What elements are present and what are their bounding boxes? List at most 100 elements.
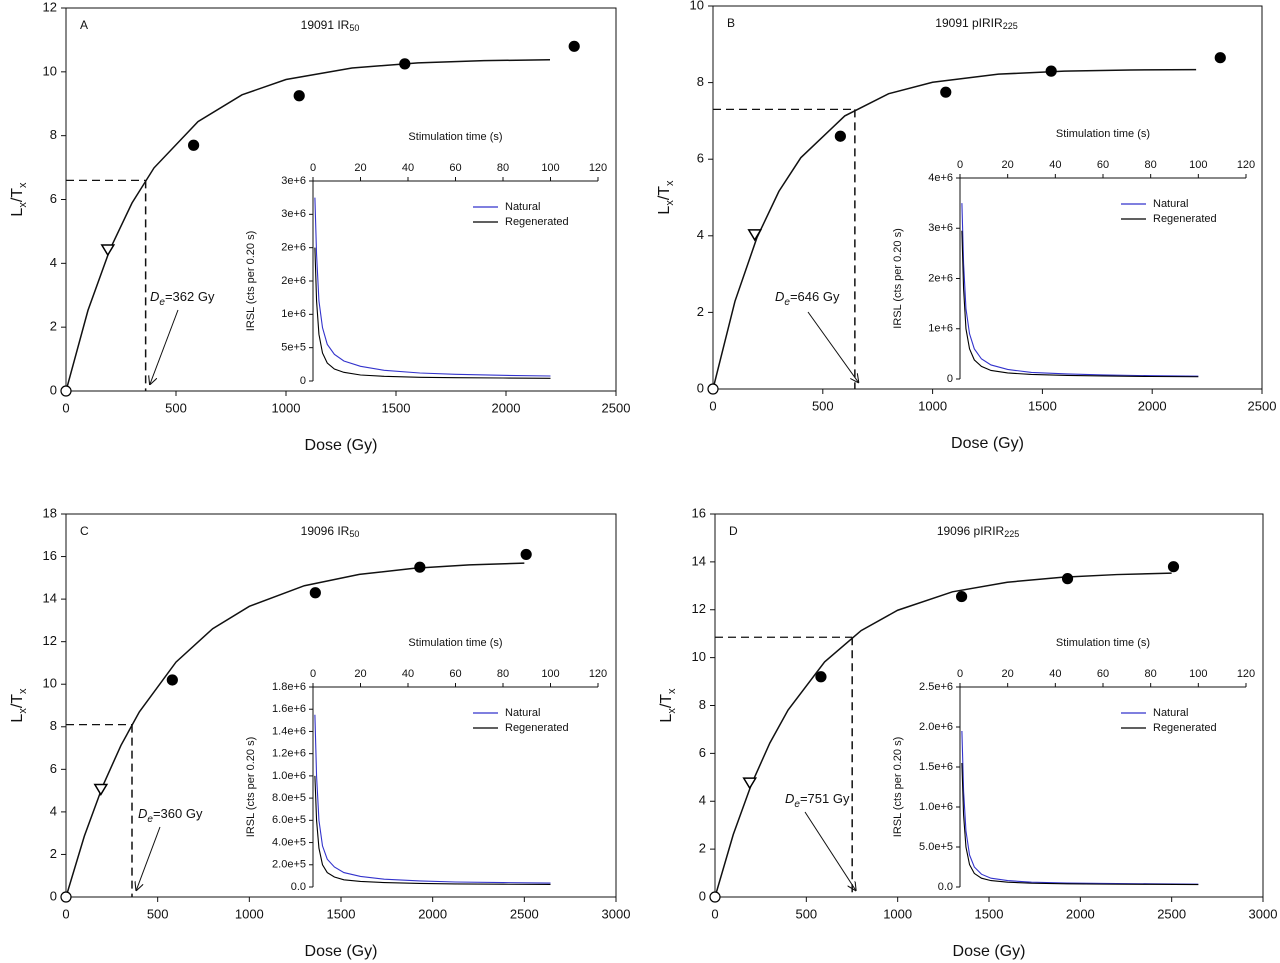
inset-y-tick-label: 3e+6 bbox=[281, 208, 306, 220]
panel-letter: D bbox=[729, 524, 738, 538]
de-arrow bbox=[804, 811, 856, 891]
inset-x-tick-label: 120 bbox=[1237, 668, 1255, 680]
x-tick-label: 1500 bbox=[975, 906, 1004, 921]
y-tick-label: 12 bbox=[692, 601, 706, 616]
y-axis-label-part: L bbox=[658, 714, 675, 723]
x-tick-label: 0 bbox=[709, 398, 716, 413]
inset-x-tick-label: 60 bbox=[449, 162, 461, 174]
panel-title: 19096 pIRIR225 bbox=[937, 524, 1019, 539]
inset-y-tick-label: 2e+6 bbox=[928, 272, 953, 284]
legend-label: Regenerated bbox=[1153, 213, 1217, 225]
y-tick-label: 16 bbox=[692, 505, 706, 520]
y-tick-label: 18 bbox=[43, 505, 57, 520]
y-tick-label: 2 bbox=[699, 841, 706, 856]
inset-y-tick-label: 1.8e+6 bbox=[272, 681, 306, 693]
y-tick-label: 8 bbox=[50, 127, 57, 142]
panel-title-sub: 225 bbox=[1003, 21, 1018, 31]
inset-x-tick-label: 100 bbox=[541, 162, 559, 174]
x-tick-label: 500 bbox=[165, 400, 187, 415]
signal-curve bbox=[961, 730, 1199, 885]
x-tick-label: 0 bbox=[711, 906, 718, 921]
panel-title-text: 19091 pIRIR bbox=[935, 16, 1003, 30]
inset-y-tick-label: 2.0e+6 bbox=[919, 721, 953, 733]
inset-y-tick-label: 2e+6 bbox=[281, 242, 306, 254]
y-axis-label-part: x bbox=[17, 708, 29, 714]
x-tick-label: 500 bbox=[147, 906, 169, 921]
y-tick-label: 16 bbox=[43, 548, 57, 563]
natural-point bbox=[93, 783, 109, 796]
y-axis-label-part: x bbox=[664, 200, 676, 206]
natural-point bbox=[747, 229, 763, 242]
y-tick-label: 14 bbox=[692, 553, 706, 568]
inset-y-tick-label: 1.5e+6 bbox=[919, 761, 953, 773]
inset-x-tick-label: 20 bbox=[1002, 159, 1014, 171]
y-axis-label: Lx/Tx bbox=[658, 688, 678, 723]
de-arrow bbox=[136, 826, 161, 891]
y-tick-label: 6 bbox=[697, 151, 704, 166]
inset-y-tick-label: 8.0e+5 bbox=[272, 792, 306, 804]
inset-x-axis-label: Stimulation time (s) bbox=[1056, 637, 1150, 649]
y-tick-label: 10 bbox=[43, 63, 57, 78]
inset-y-tick-label: 4e+6 bbox=[928, 172, 953, 184]
x-tick-label: 1000 bbox=[235, 906, 264, 921]
de-label: De=646 Gy bbox=[775, 289, 840, 307]
de-text: =751 Gy bbox=[800, 791, 850, 806]
y-axis-label-part: x bbox=[666, 688, 678, 694]
panel-title-sub: 225 bbox=[1004, 529, 1019, 539]
x-tick-label: 0 bbox=[62, 400, 69, 415]
legend-label: Regenerated bbox=[505, 722, 569, 734]
inset-y-tick-label: 0 bbox=[300, 375, 306, 387]
de-label: De=751 Gy bbox=[785, 791, 850, 809]
panel-title: 19091 pIRIR225 bbox=[935, 16, 1017, 31]
inset-x-tick-label: 40 bbox=[402, 162, 414, 174]
x-axis-label: Dose (Gy) bbox=[305, 437, 378, 454]
inset-x-tick-label: 40 bbox=[402, 668, 414, 680]
regenerated-point bbox=[309, 587, 321, 599]
plot-frame bbox=[712, 5, 1263, 390]
y-axis-label-part: /T bbox=[9, 188, 26, 202]
y-axis-label-part: x bbox=[666, 708, 678, 714]
inset-y-tick-label: 2.0e+5 bbox=[272, 859, 306, 871]
panel-title-text: 19096 pIRIR bbox=[937, 524, 1005, 538]
inset-y-tick-label: 6.0e+5 bbox=[272, 814, 306, 826]
x-axis-label: Dose (Gy) bbox=[953, 943, 1026, 960]
zero-point bbox=[707, 383, 719, 395]
x-tick-label: 1000 bbox=[918, 398, 947, 413]
x-tick-label: 2500 bbox=[1157, 906, 1186, 921]
zero-point bbox=[60, 891, 72, 903]
y-axis-label: Lx/Tx bbox=[9, 182, 29, 217]
regenerated-point bbox=[1214, 52, 1226, 64]
y-tick-label: 10 bbox=[690, 0, 704, 12]
inset-x-tick-label: 20 bbox=[1002, 668, 1014, 680]
signal-curve bbox=[961, 230, 1199, 378]
y-tick-label: 4 bbox=[697, 227, 704, 242]
panel-letter: A bbox=[80, 18, 88, 32]
y-tick-label: 6 bbox=[50, 191, 57, 206]
legend-label: Natural bbox=[505, 707, 540, 719]
de-arrow bbox=[807, 311, 859, 383]
de-subscript: e bbox=[784, 297, 790, 308]
de-subscript: e bbox=[159, 297, 165, 308]
y-tick-label: 4 bbox=[50, 255, 57, 270]
y-axis-label-part: x bbox=[17, 202, 29, 208]
x-tick-label: 2500 bbox=[602, 400, 631, 415]
inset-x-axis-label: Stimulation time (s) bbox=[408, 637, 502, 649]
y-tick-label: 4 bbox=[50, 803, 57, 818]
x-tick-label: 1500 bbox=[1028, 398, 1057, 413]
inset-x-tick-label: 60 bbox=[1097, 668, 1109, 680]
inset-x-tick-label: 20 bbox=[354, 668, 366, 680]
x-tick-label: 2000 bbox=[418, 906, 447, 921]
y-tick-label: 8 bbox=[699, 697, 706, 712]
inset-x-tick-label: 40 bbox=[1049, 159, 1061, 171]
inset-y-axis-label: IRSL (cts per 0.20 s) bbox=[245, 737, 257, 837]
y-axis-label-part: x bbox=[17, 688, 29, 694]
y-tick-label: 12 bbox=[43, 633, 57, 648]
fit-curve bbox=[65, 58, 551, 392]
signal-curve bbox=[314, 197, 551, 377]
signal-curve bbox=[961, 203, 1199, 377]
inset-x-axis-label: Stimulation time (s) bbox=[1056, 128, 1150, 140]
y-axis-label-part: /T bbox=[656, 186, 673, 200]
regenerated-point bbox=[188, 139, 200, 151]
inset-x-tick-label: 80 bbox=[497, 668, 509, 680]
y-tick-label: 0 bbox=[699, 888, 706, 903]
